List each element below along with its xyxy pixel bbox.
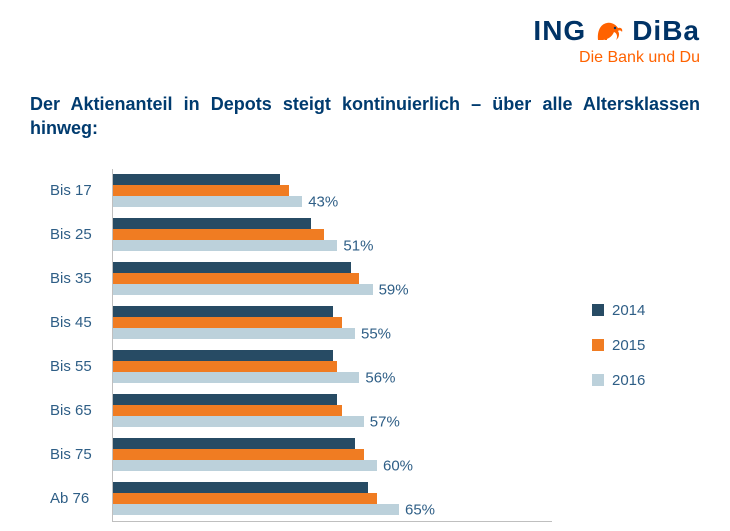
value-label: 60% bbox=[377, 457, 413, 474]
bar-group: 59% bbox=[113, 257, 552, 301]
category-label: Bis 45 bbox=[30, 314, 92, 331]
bar-group: 56% bbox=[113, 345, 552, 389]
category-label: Bis 17 bbox=[30, 182, 92, 199]
chart: Bis 17 Bis 25 Bis 35 Bis 45 Bis 55 Bis 65 Bis … bbox=[30, 169, 700, 522]
bar-2014 bbox=[113, 174, 280, 185]
legend-label: 2014 bbox=[612, 302, 645, 319]
bar-2016: 43% bbox=[113, 196, 302, 207]
bar-2014 bbox=[113, 218, 311, 229]
bar-2014 bbox=[113, 262, 351, 273]
legend-item: 2016 bbox=[592, 372, 692, 389]
bar-2016: 65% bbox=[113, 504, 399, 515]
category-axis: Bis 17 Bis 25 Bis 35 Bis 45 Bis 55 Bis 65 Bis … bbox=[30, 169, 112, 522]
brand-logo: ING DiBa Die Bank und Du bbox=[533, 14, 700, 67]
value-label: 59% bbox=[373, 281, 409, 298]
legend-swatch bbox=[592, 374, 604, 386]
category-label-row: Ab 76 bbox=[30, 477, 112, 521]
bar-2016: 55% bbox=[113, 328, 355, 339]
bar-2015 bbox=[113, 361, 337, 372]
bar-2016: 60% bbox=[113, 460, 377, 471]
bar-2015 bbox=[113, 493, 377, 504]
chart-title: Der Aktienanteil in Depots steigt kontin… bbox=[30, 92, 700, 141]
legend-label: 2016 bbox=[612, 372, 645, 389]
category-label-row: Bis 65 bbox=[30, 389, 112, 433]
bar-2015 bbox=[113, 317, 342, 328]
bar-2016: 57% bbox=[113, 416, 364, 427]
bar-2014 bbox=[113, 438, 355, 449]
bar-2014 bbox=[113, 306, 333, 317]
category-label: Bis 55 bbox=[30, 358, 92, 375]
category-label-row: Bis 45 bbox=[30, 301, 112, 345]
value-label: 51% bbox=[337, 237, 373, 254]
category-label-row: Bis 75 bbox=[30, 433, 112, 477]
legend-label: 2015 bbox=[612, 337, 645, 354]
bar-2015 bbox=[113, 229, 324, 240]
value-label: 65% bbox=[399, 501, 435, 518]
bar-2015 bbox=[113, 449, 364, 460]
category-label: Bis 25 bbox=[30, 226, 92, 243]
value-label: 56% bbox=[359, 369, 395, 386]
logo-ing-text: ING bbox=[533, 15, 586, 47]
category-label: Bis 35 bbox=[30, 270, 92, 287]
legend-item: 2014 bbox=[592, 302, 692, 319]
category-label: Bis 65 bbox=[30, 402, 92, 419]
category-label-row: Bis 55 bbox=[30, 345, 112, 389]
category-label: Ab 76 bbox=[30, 490, 89, 507]
legend: 2014 2015 2016 bbox=[552, 169, 692, 522]
category-label: Bis 75 bbox=[30, 446, 92, 463]
value-label: 57% bbox=[364, 413, 400, 430]
category-label-row: Bis 17 bbox=[30, 169, 112, 213]
bar-2015 bbox=[113, 405, 342, 416]
logo-tagline: Die Bank und Du bbox=[533, 49, 700, 67]
value-label: 43% bbox=[302, 193, 338, 210]
bar-group: 55% bbox=[113, 301, 552, 345]
bar-2016: 51% bbox=[113, 240, 337, 251]
bar-group: 51% bbox=[113, 213, 552, 257]
lion-icon bbox=[594, 18, 624, 44]
bar-2014 bbox=[113, 482, 368, 493]
plot-area: 43% 51% 59% 55% 56% 57% 60% 65% bbox=[112, 169, 552, 522]
bar-2016: 59% bbox=[113, 284, 373, 295]
legend-item: 2015 bbox=[592, 337, 692, 354]
value-label: 55% bbox=[355, 325, 391, 342]
legend-swatch bbox=[592, 339, 604, 351]
bar-group: 43% bbox=[113, 169, 552, 213]
bar-2014 bbox=[113, 350, 333, 361]
category-label-row: Bis 35 bbox=[30, 257, 112, 301]
bar-2015 bbox=[113, 185, 289, 196]
bar-2015 bbox=[113, 273, 359, 284]
logo-diba-text: DiBa bbox=[632, 15, 700, 47]
bar-2016: 56% bbox=[113, 372, 359, 383]
bar-group: 57% bbox=[113, 389, 552, 433]
bar-group: 65% bbox=[113, 477, 552, 521]
category-label-row: Bis 25 bbox=[30, 213, 112, 257]
bar-2014 bbox=[113, 394, 337, 405]
legend-swatch bbox=[592, 304, 604, 316]
bar-group: 60% bbox=[113, 433, 552, 477]
